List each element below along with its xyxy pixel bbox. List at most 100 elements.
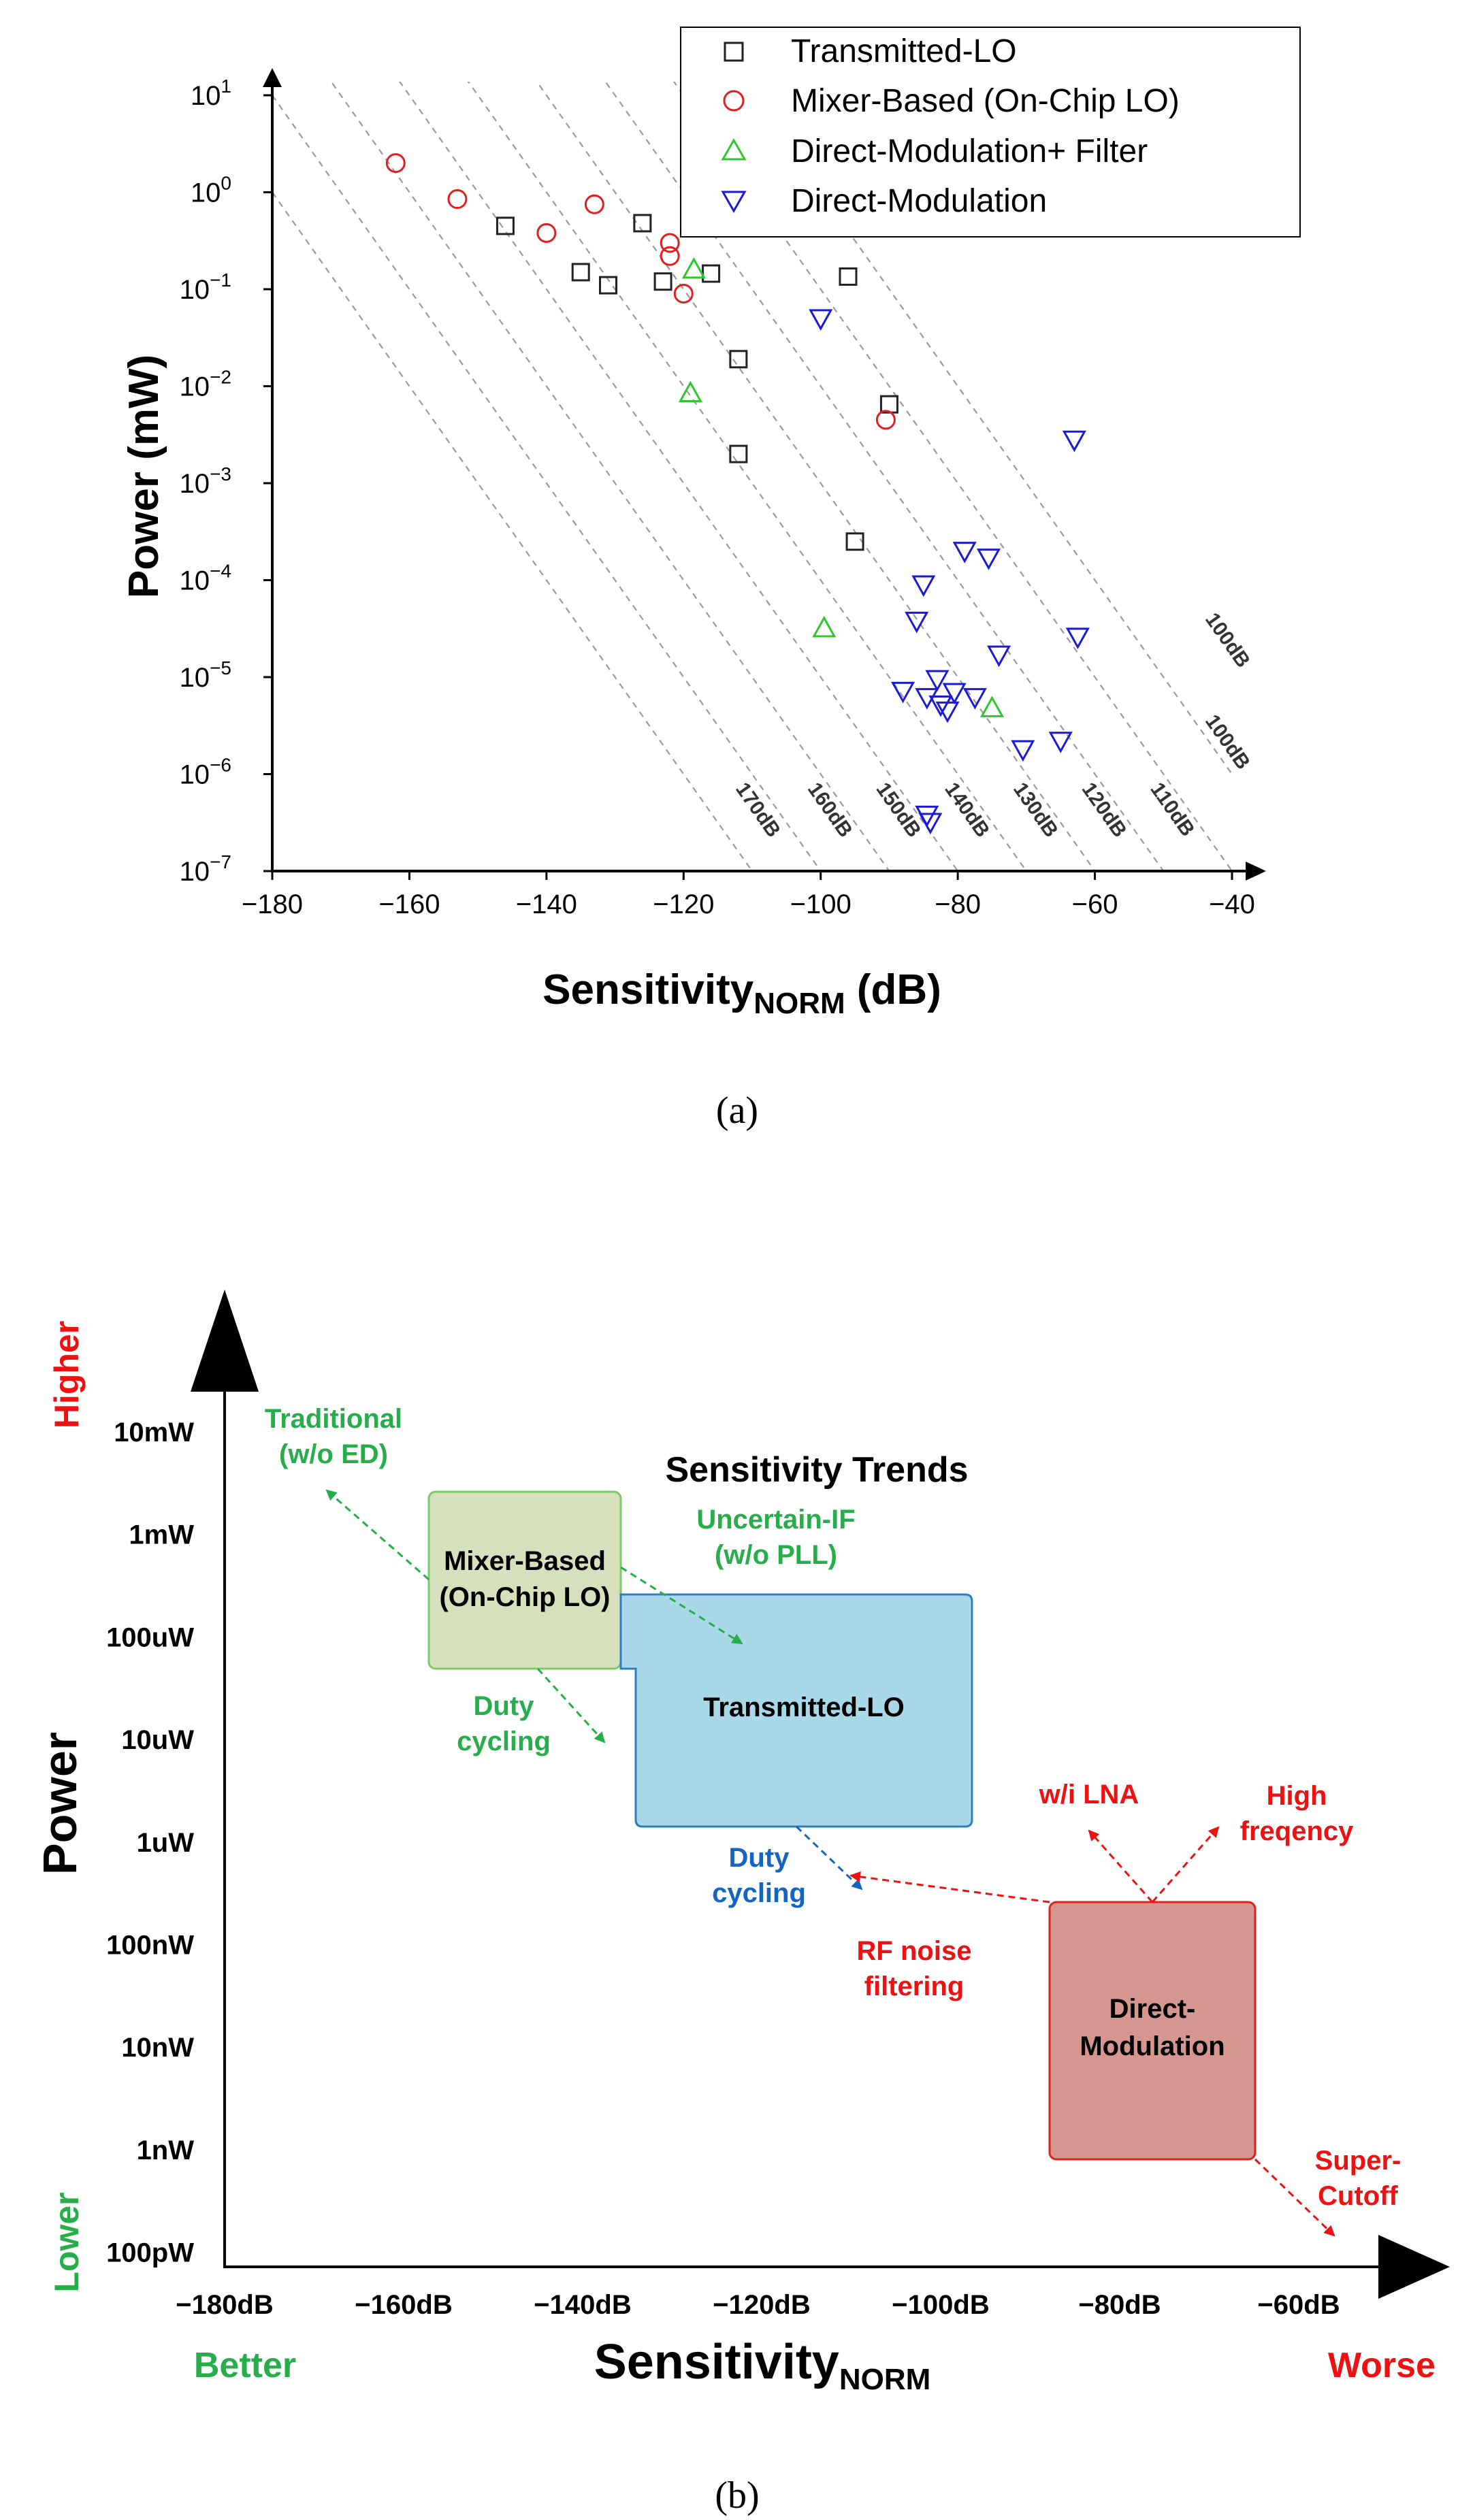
b-x-ticks: −180dB −160dB −140dB −120dB −100dB −80dB −60dB <box>176 2290 1340 2320</box>
data-point-triangle-down <box>809 309 833 331</box>
svg-text:Direct-: Direct- <box>1109 1994 1196 2024</box>
b-title: Sensitivity Trends <box>665 1450 968 1490</box>
data-point-triangle-down <box>925 670 950 692</box>
legend: Transmitted-LO Mixer-Based (On-Chip LO) … <box>680 27 1301 238</box>
x-tick-label: −180 <box>242 889 303 919</box>
data-point-square <box>845 532 864 551</box>
data-point-circle <box>447 189 468 210</box>
data-point-triangle-down <box>962 688 987 710</box>
b-y-tick-label: 1uW <box>137 1828 195 1858</box>
arrow-super-cutoff <box>1254 2158 1335 2237</box>
data-point-square <box>496 216 515 235</box>
legend-marker-direct <box>721 191 747 214</box>
svg-text:freqency: freqency <box>1240 1816 1354 1846</box>
data-point-triangle-up <box>812 615 837 638</box>
svg-text:Uncertain-IF: Uncertain-IF <box>696 1505 855 1535</box>
svg-text:Cutoff: Cutoff <box>1318 2181 1398 2211</box>
data-point-triangle-down <box>1062 430 1086 453</box>
legend-label-filter: Direct-Modulation+ Filter <box>791 133 1148 169</box>
svg-text:Mixer-Based: Mixer-Based <box>444 1546 606 1576</box>
data-point-triangle-down <box>1011 740 1035 762</box>
data-point-square <box>729 350 748 369</box>
arrow-duty-green <box>536 1667 606 1744</box>
fom-label: 110dB <box>1146 779 1199 840</box>
data-point-triangle-down <box>928 695 953 717</box>
data-point-circle <box>660 233 680 253</box>
y-tick-label: 10−7 <box>180 851 231 887</box>
data-point-triangle-down <box>1065 627 1090 649</box>
svg-text:Duty: Duty <box>729 1843 790 1873</box>
arrow-duty-blue <box>795 1825 863 1891</box>
svg-text:Transmitted-LO: Transmitted-LO <box>703 1692 905 1722</box>
svg-text:filtering: filtering <box>864 1971 965 2001</box>
x-tick-label: −120 <box>653 889 714 919</box>
svg-text:(On-Chip LO): (On-Chip LO) <box>439 1582 610 1612</box>
data-point-triangle-up <box>681 257 706 279</box>
svg-text:Duty: Duty <box>474 1691 535 1721</box>
legend-label-mixer: Mixer-Based (On-Chip LO) <box>791 83 1180 119</box>
fom-label: 170dB <box>731 779 785 842</box>
data-point-circle <box>875 410 896 430</box>
y-tick-label: 10−4 <box>180 561 231 596</box>
direct-modulation-box: Direct- Modulation <box>1048 1901 1257 2161</box>
b-y-tick-label: 10uW <box>121 1725 194 1755</box>
scatter-chart: 170dB 160dB 150dB 140dB 130dB 120dB 110dB100dB… <box>120 27 1301 1132</box>
fom-label: 100dB <box>1201 608 1254 672</box>
legend-label-transmitted: Transmitted-LO <box>791 33 1017 69</box>
svg-text:cycling: cycling <box>457 1727 551 1756</box>
legend-marker-filter <box>721 137 747 161</box>
mixer-box: Mixer-Based (On-Chip LO) <box>427 1490 622 1670</box>
b-x-tick-label: −60dB <box>1257 2290 1340 2320</box>
label-duty-blue: Duty cycling <box>712 1843 806 1908</box>
subtitle-a: (a) <box>716 1090 758 1132</box>
data-point-triangle-down <box>918 813 943 835</box>
data-point-triangle-down <box>976 549 1001 570</box>
data-point-square <box>633 214 652 233</box>
y-tick-label: 101 <box>191 76 231 111</box>
b-x-tick-label: −100dB <box>892 2290 989 2320</box>
b-y-title: Power <box>33 1732 86 1875</box>
b-x-axis-arrow <box>1378 2235 1450 2299</box>
transmitted-lo-box: Transmitted-LO <box>619 1593 973 1828</box>
x-tick-label: −140 <box>516 889 577 919</box>
svg-text:(w/o ED): (w/o ED) <box>279 1439 388 1469</box>
svg-text:(w/o PLL): (w/o PLL) <box>715 1540 837 1570</box>
data-point-triangle-down <box>942 683 967 705</box>
data-point-square <box>571 263 590 282</box>
y-tick-label: 10−1 <box>180 269 231 305</box>
b-x-tick-label: −80dB <box>1078 2290 1161 2320</box>
data-point-circle <box>385 153 406 174</box>
b-x-tick-label: −160dB <box>355 2290 452 2320</box>
y-axis-title: Power (mW) <box>120 355 167 598</box>
label-traditional: Traditional (w/o ED) <box>265 1404 402 1469</box>
svg-text:RF noise: RF noise <box>857 1936 972 1966</box>
b-y-tick-label: 10nW <box>121 2033 194 2063</box>
legend-frame <box>680 27 1301 238</box>
x-axis-arrow <box>1246 862 1266 881</box>
b-y-tick-label: 10mW <box>114 1418 194 1447</box>
x-tick-label: −40 <box>1209 889 1255 919</box>
x-tick-label: −80 <box>935 889 981 919</box>
data-points <box>385 153 1090 835</box>
data-point-triangle-down <box>1048 732 1073 753</box>
y-tick-label: 10−5 <box>180 657 231 693</box>
b-y-tick-label: 1mW <box>129 1520 194 1550</box>
data-point-circle <box>660 246 680 266</box>
data-point-triangle-up <box>979 696 1005 717</box>
b-y-tick-label: 100uW <box>106 1622 194 1652</box>
data-point-square <box>839 267 858 286</box>
data-point-circle <box>536 223 557 243</box>
trend-diagram: 10mW 1mW 100uW 10uW 1uW 100nW 10nW 1nW 100pW −18… <box>33 1290 1450 2517</box>
label-super-cutoff: Super- Cutoff <box>1315 2146 1401 2211</box>
svg-text:Modulation: Modulation <box>1080 2031 1225 2061</box>
b-x-tick-label: −140dB <box>534 2290 631 2320</box>
fom-label: 120dB <box>1077 779 1131 842</box>
data-point-square <box>879 395 898 414</box>
data-point-circle <box>673 284 694 304</box>
b-y-tick-label: 100pW <box>106 2238 194 2268</box>
svg-text:cycling: cycling <box>712 1878 806 1908</box>
y-tick-label: 10−3 <box>180 463 231 499</box>
fom-line <box>272 95 822 871</box>
b-x-better: Better <box>194 2346 296 2385</box>
